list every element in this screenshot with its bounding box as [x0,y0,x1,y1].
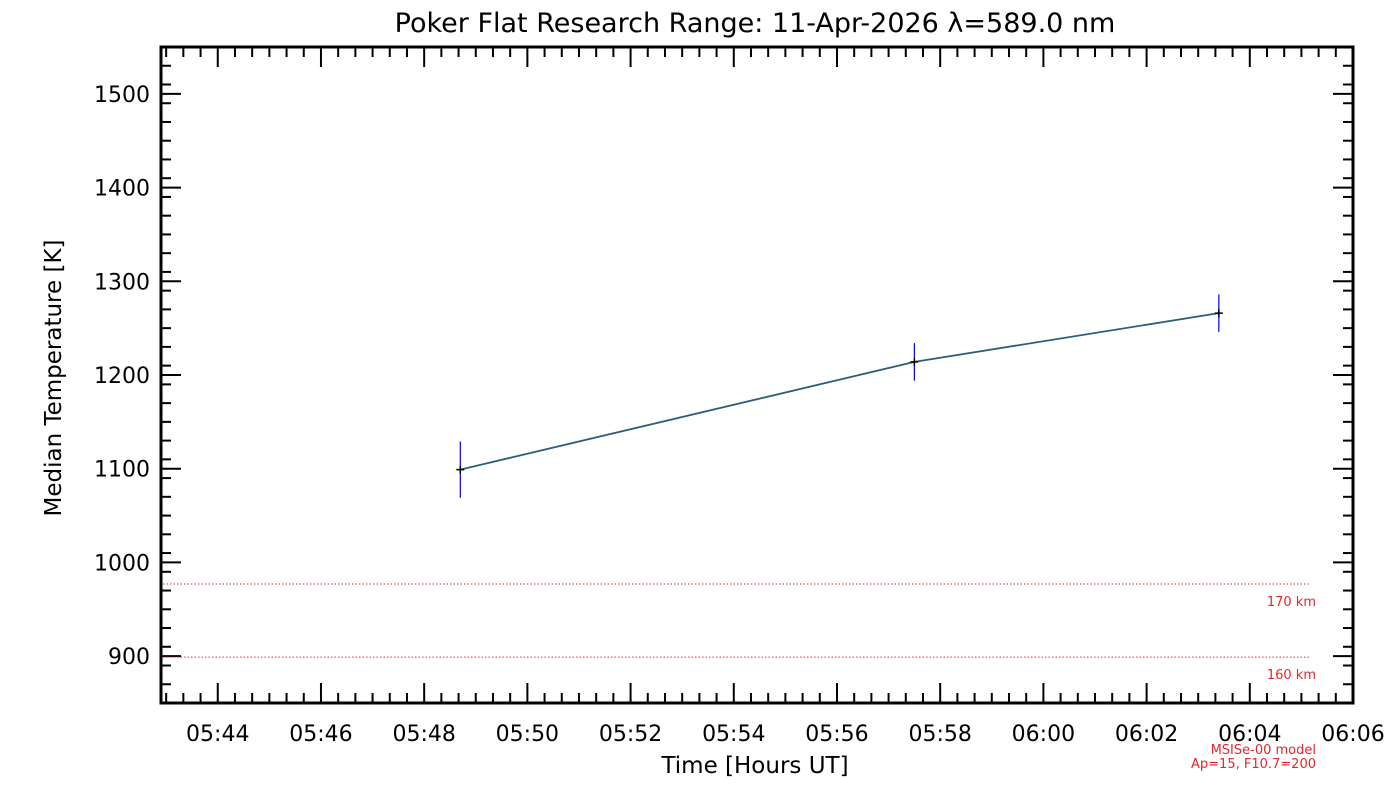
model-note: MSISe-00 model [1211,743,1316,758]
x-tick-label: 05:56 [805,722,868,747]
x-tick-label: 05:46 [289,722,352,747]
y-tick-label: 1500 [94,83,150,108]
plot-frame [159,45,1355,705]
y-tick-label: 1200 [94,364,150,389]
x-tick-label: 05:44 [186,722,249,747]
y-tick-label: 1100 [94,458,150,483]
reference-line-label: 160 km [1267,668,1316,683]
y-tick-label: 1300 [94,270,150,295]
x-tick-label: 05:50 [496,722,559,747]
model-params-note: Ap=15, F10.7=200 [1191,757,1316,772]
y-axis-label: Median Temperature [K] [41,240,67,517]
y-tick-label: 900 [108,645,150,670]
x-tick-label: 05:58 [908,722,971,747]
x-tick-label: 05:48 [392,722,455,747]
x-tick-label: 06:02 [1115,722,1178,747]
x-tick-label: 05:54 [702,722,765,747]
x-axis-label: Time [Hours UT] [660,753,848,779]
axis-ticks: 05:44 05:46 05:48 05:50 05:52 05:54 05:56 05:58… [94,46,1385,747]
reference-line-label: 170 km [1267,595,1316,610]
y-tick-label: 1400 [94,177,150,202]
series-line [460,312,1219,471]
reference-lines: 170 km 160 km [163,583,1316,683]
x-tick-label: 06:06 [1321,722,1384,747]
x-tick-label: 05:52 [599,722,662,747]
y-tick-label: 1000 [94,551,150,576]
x-tick-label: 06:04 [1218,722,1281,747]
data-series [456,294,1223,498]
chart-title: Poker Flat Research Range: 11-Apr-2026 λ… [395,8,1116,39]
x-tick-label: 06:00 [1012,722,1075,747]
